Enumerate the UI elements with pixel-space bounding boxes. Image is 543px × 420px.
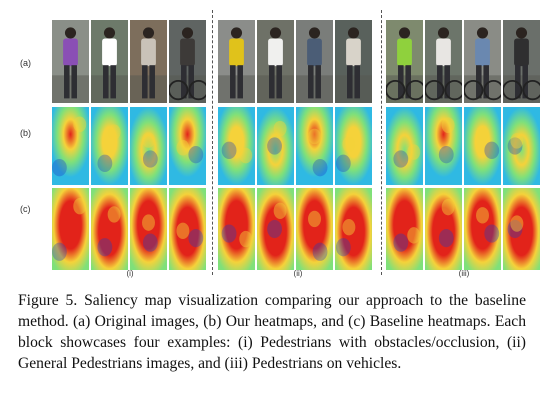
baseline-heatmap-3: [130, 188, 167, 270]
row-label-a: (a): [20, 58, 31, 68]
our-heatmap-10: [425, 107, 462, 185]
row-label-b: (b): [20, 128, 31, 138]
baseline-heatmap-4: [169, 188, 206, 270]
our-heatmap-6: [257, 107, 294, 185]
saliency-figure: (a) (b) (c) (i) (ii) (iii): [20, 10, 540, 278]
our-heatmap-8: [335, 107, 372, 185]
baseline-heatmap-9: [386, 188, 423, 270]
our-heatmap-12: [503, 107, 540, 185]
row-label-c: (c): [20, 204, 31, 214]
pedestrian-photo-8: [335, 20, 372, 103]
pedestrian-photo-3: [130, 20, 167, 103]
block-label-ii: (ii): [293, 269, 303, 278]
pedestrian-photo-7: [296, 20, 333, 103]
block-label-iii: (iii): [458, 269, 470, 278]
our-heatmap-5: [218, 107, 255, 185]
baseline-heatmap-7: [296, 188, 333, 270]
pedestrian-photo-5: [218, 20, 255, 103]
baseline-heatmap-11: [464, 188, 501, 270]
pedestrian-photo-6: [257, 20, 294, 103]
pedestrian-photo-12: [503, 20, 540, 103]
pedestrian-photo-9: [386, 20, 423, 103]
baseline-heatmap-1: [52, 188, 89, 270]
baseline-heatmap-8: [335, 188, 372, 270]
our-heatmap-11: [464, 107, 501, 185]
our-heatmap-2: [91, 107, 128, 185]
pedestrian-photo-2: [91, 20, 128, 103]
pedestrian-photo-10: [425, 20, 462, 103]
baseline-heatmap-2: [91, 188, 128, 270]
baseline-heatmap-5: [218, 188, 255, 270]
caption-text: Figure 5. Saliency map visualization com…: [18, 292, 526, 372]
baseline-heatmap-10: [425, 188, 462, 270]
block-label-i: (i): [126, 269, 134, 278]
pedestrian-photo-1: [52, 20, 89, 103]
baseline-heatmap-12: [503, 188, 540, 270]
our-heatmap-3: [130, 107, 167, 185]
figure-caption: Figure 5. Saliency map visualization com…: [18, 290, 526, 374]
pedestrian-photo-11: [464, 20, 501, 103]
our-heatmap-9: [386, 107, 423, 185]
our-heatmap-1: [52, 107, 89, 185]
block-divider-1: [212, 10, 213, 275]
pedestrian-photo-4: [169, 20, 206, 103]
baseline-heatmap-6: [257, 188, 294, 270]
block-divider-2: [381, 10, 382, 275]
our-heatmap-7: [296, 107, 333, 185]
our-heatmap-4: [169, 107, 206, 185]
